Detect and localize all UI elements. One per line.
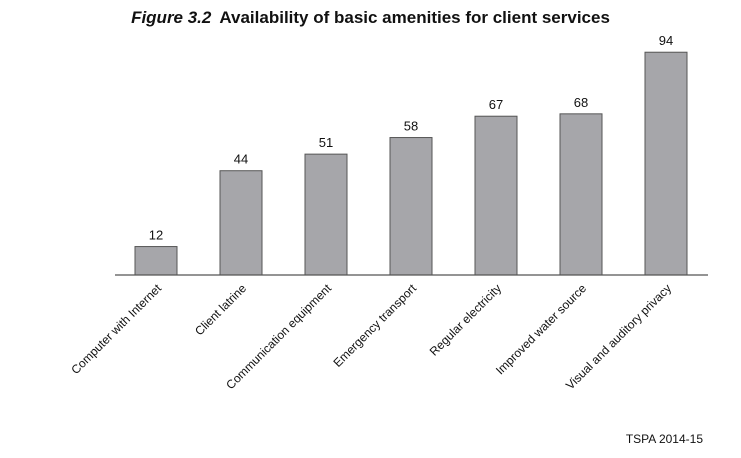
- bar: [134, 246, 178, 276]
- category-label: Regular electricity: [427, 281, 504, 358]
- figure-number: Figure 3.2: [131, 8, 212, 27]
- bar: [559, 113, 603, 276]
- data-label: 68: [574, 95, 588, 110]
- bar: [644, 51, 688, 276]
- bar: [304, 153, 348, 276]
- chart-title: Figure 3.2 Availability of basic amenitie…: [0, 8, 741, 28]
- data-label: 58: [404, 119, 418, 134]
- category-label: Improved water source: [493, 281, 589, 377]
- data-label: 12: [149, 228, 163, 243]
- title-text: Availability of basic amenities for clie…: [219, 8, 610, 27]
- bar: [219, 170, 263, 276]
- data-label: 67: [489, 97, 503, 112]
- data-label: 94: [659, 33, 673, 48]
- source-note: TSPA 2014-15: [625, 432, 703, 446]
- bar: [389, 137, 433, 276]
- data-label: 51: [319, 135, 333, 150]
- data-label: 44: [234, 152, 248, 167]
- category-label: Computer with Internet: [68, 281, 164, 377]
- bar: [474, 115, 518, 276]
- category-label: Emergency transport: [330, 281, 419, 370]
- category-label: Client latrine: [192, 281, 249, 338]
